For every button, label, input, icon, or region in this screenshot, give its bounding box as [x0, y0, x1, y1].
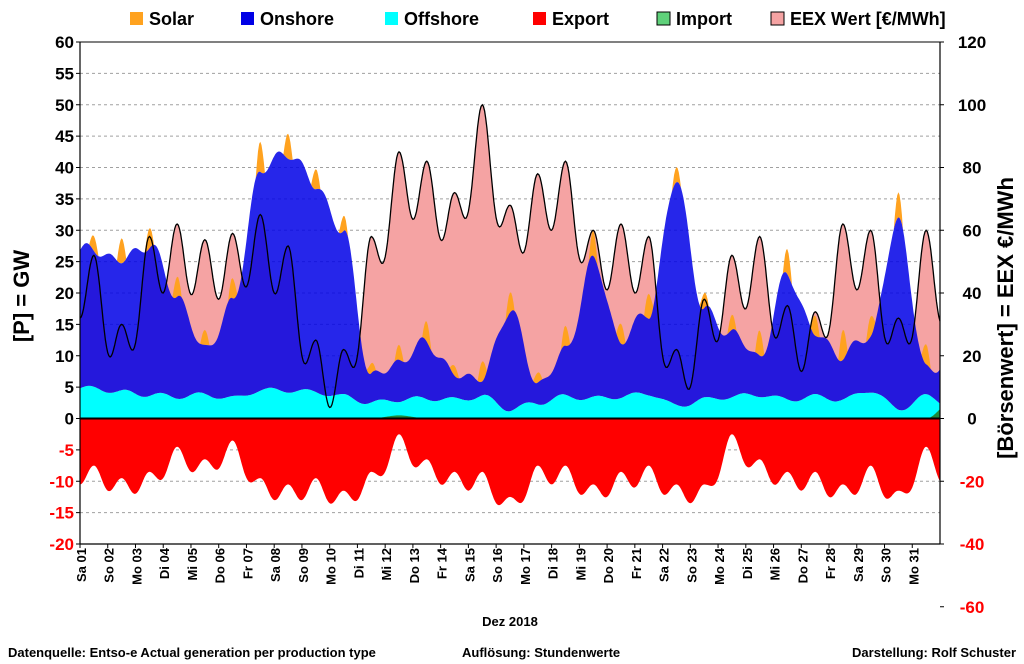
y-tick-right-5: 20: [963, 347, 982, 366]
legend-label-onshore: Onshore: [260, 9, 334, 29]
x-tick-1: So 02: [102, 548, 117, 583]
y-tick-left-11: 5: [65, 378, 74, 397]
x-tick-14: Sa 15: [462, 548, 477, 582]
y-axis-right-label: [Börsenwert] = EEX €/MWh: [993, 177, 1018, 459]
y-axis-right-ticks: 120 100 80 60 40 20 0 -20 -40 -60: [940, 33, 986, 617]
y-tick-left-12: 0: [65, 410, 74, 429]
x-tick-21: Sa 22: [657, 548, 672, 582]
legend-label-offshore: Offshore: [404, 9, 479, 29]
footer-author: Darstellung: Rolf Schuster: [852, 645, 1016, 660]
x-tick-8: So 09: [296, 548, 311, 583]
y-tick-left-10: 10: [55, 347, 74, 366]
area-export: [80, 418, 940, 506]
y-tick-right-1: 100: [958, 96, 986, 115]
y-tick-left-16: -20: [49, 535, 74, 554]
y-tick-left-5: 35: [55, 190, 74, 209]
x-tick-6: Fr 07: [241, 548, 256, 579]
x-tick-3: Di 04: [157, 547, 172, 579]
y-tick-left-0: 60: [55, 33, 74, 52]
area-offshore: [80, 385, 940, 419]
y-tick-left-13: -5: [59, 441, 74, 460]
legend-label-solar: Solar: [149, 9, 194, 29]
y-tick-left-3: 45: [55, 127, 74, 146]
legend-swatch-solar: [130, 12, 143, 25]
y-tick-right-2: 80: [963, 159, 982, 178]
legend-label-import: Import: [676, 9, 732, 29]
x-tick-4: Mi 05: [185, 548, 200, 581]
y-tick-right-4: 40: [963, 284, 982, 303]
x-tick-27: Fr 28: [823, 548, 838, 579]
y-tick-right-9: -60: [960, 598, 985, 617]
x-tick-24: Di 25: [740, 548, 755, 579]
x-tick-0: Sa 01: [74, 548, 89, 582]
footer-source: Datenquelle: Entso-e Actual generation p…: [8, 645, 376, 660]
legend: Solar Onshore Offshore Export Import EEX…: [130, 9, 946, 29]
x-tick-25: Mi 26: [768, 548, 783, 581]
x-tick-15: So 16: [490, 548, 505, 583]
x-tick-22: So 23: [684, 548, 699, 583]
legend-label-eex: EEX Wert [€/MWh]: [790, 9, 946, 29]
footer-resolution: Auflösung: Stundenwerte: [462, 645, 620, 660]
x-tick-26: Do 27: [795, 548, 810, 583]
y-tick-right-0: 120: [958, 33, 986, 52]
y-tick-right-3: 60: [963, 221, 982, 240]
x-tick-13: Fr 14: [435, 547, 450, 579]
x-axis-ticks: Sa 01 So 02 Mo 03 Di 04 Mi 05 Do 06 Fr 07 Sa 08…: [74, 544, 921, 585]
x-tick-17: Di 18: [546, 548, 561, 579]
x-tick-23: Mo 24: [712, 547, 727, 585]
legend-swatch-eex: [770, 11, 785, 26]
y-tick-left-2: 50: [55, 96, 74, 115]
x-axis-label: Dez 2018: [482, 614, 538, 629]
y-tick-left-4: 40: [55, 159, 74, 178]
x-tick-20: Fr 21: [629, 548, 644, 579]
x-tick-5: Do 06: [213, 548, 228, 583]
y-tick-left-15: -15: [49, 504, 74, 523]
legend-swatch-export: [533, 12, 546, 25]
x-tick-30: Mo 31: [906, 548, 921, 585]
x-tick-18: Mi 19: [573, 548, 588, 581]
x-tick-19: Do 20: [601, 548, 616, 583]
y-tick-left-9: 15: [55, 315, 74, 334]
area-onshore: [80, 151, 940, 412]
x-tick-29: So 30: [879, 548, 894, 583]
legend-swatch-offshore: [385, 12, 398, 25]
series-areas: [79, 103, 941, 506]
x-tick-11: Mi 12: [379, 548, 394, 581]
x-tick-9: Mo 10: [324, 548, 339, 585]
x-tick-2: Mo 03: [130, 548, 145, 585]
y-tick-right-7: -20: [960, 472, 985, 491]
x-tick-28: Sa 29: [851, 548, 866, 582]
y-tick-right-6: 0: [967, 410, 976, 429]
y-tick-left-8: 20: [55, 284, 74, 303]
x-tick-10: Di 11: [351, 548, 366, 578]
legend-swatch-onshore: [241, 12, 254, 25]
y-tick-right-8: -40: [960, 535, 985, 554]
y-tick-left-14: -10: [49, 472, 74, 491]
x-tick-16: Mo 17: [518, 548, 533, 585]
y-tick-left-7: 25: [55, 253, 74, 272]
y-tick-left-6: 30: [55, 221, 74, 240]
y-axis-left-label: [P] = GW: [9, 250, 34, 343]
axes: [79, 41, 941, 545]
x-tick-7: Sa 08: [268, 548, 283, 582]
line-eex: [79, 103, 941, 409]
legend-label-export: Export: [552, 9, 609, 29]
y-tick-left-1: 55: [55, 64, 74, 83]
x-tick-12: Do 13: [407, 548, 422, 583]
legend-swatch-import: [656, 11, 671, 26]
